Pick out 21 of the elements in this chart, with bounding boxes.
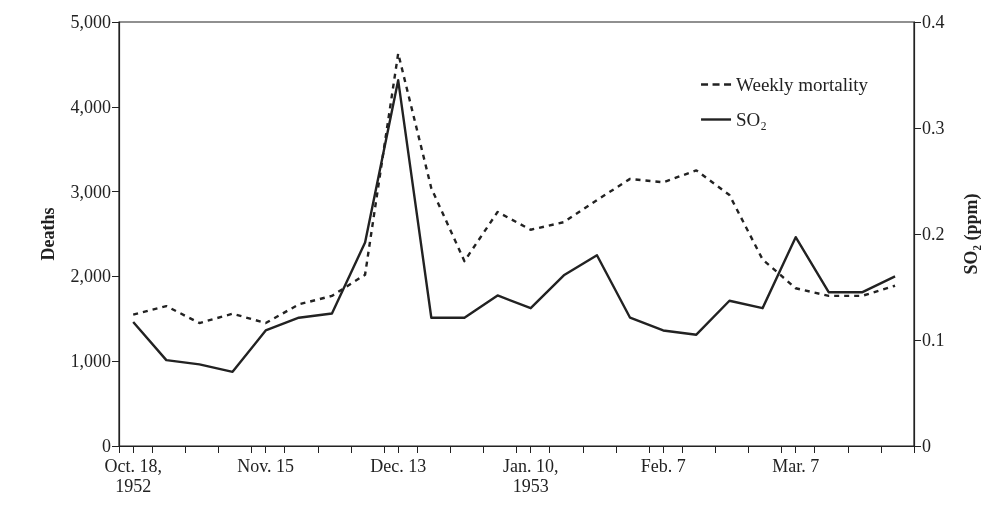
- y2-tick-label: 0.4: [922, 12, 945, 32]
- y-tick-label: 0: [102, 436, 111, 456]
- y-tick-label: 3,000: [70, 181, 111, 202]
- y2-tick-label: 0.3: [922, 118, 945, 138]
- y-tick-label: 5,000: [70, 12, 111, 32]
- x-tick-label: Jan. 10, 1953: [502, 456, 559, 496]
- y2-tick-label: 0: [922, 436, 931, 456]
- x-tick-label: Mar. 7: [772, 456, 820, 476]
- legend-label: SO₂: [736, 109, 767, 130]
- y-tick-label: 4,000: [70, 96, 111, 117]
- legend-label: Weekly mortality: [736, 74, 869, 95]
- y-tick-label: 1,000: [70, 351, 111, 372]
- y-axis-title: Deaths: [38, 207, 58, 261]
- y2-tick-label: 0.1: [922, 330, 945, 350]
- x-tick-label: Oct. 18, 1952: [104, 456, 162, 496]
- y2-tick-label: 0.2: [922, 224, 945, 244]
- x-tick-label: Feb. 7: [640, 456, 686, 476]
- x-tick-label: Nov. 15: [237, 456, 295, 476]
- y2-axis-title: SO₂ (ppm): [961, 193, 982, 275]
- y-tick-label: 2,000: [70, 266, 111, 287]
- x-tick-label: Dec. 13: [370, 456, 427, 476]
